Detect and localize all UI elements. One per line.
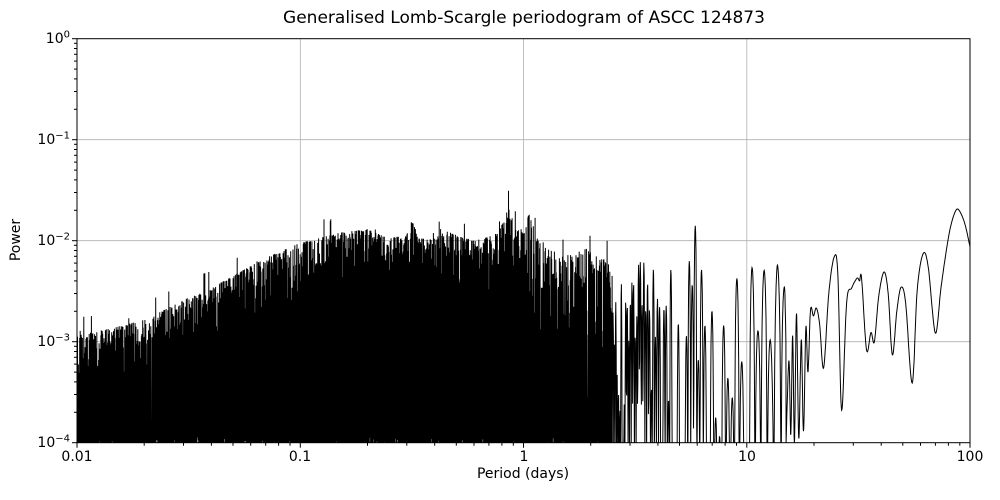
x-tick-label: 0.01: [61, 449, 93, 465]
x-axis-label: Period (days): [476, 466, 570, 482]
x-tick-label: 0.1: [288, 449, 312, 465]
x-tick-label: 10: [738, 449, 756, 465]
data-series: [77, 190, 970, 443]
x-tick-label: 100: [956, 449, 984, 465]
x-tick-label: 1: [519, 449, 529, 465]
y-tick-label: 10−2: [37, 231, 70, 249]
y-tick-label: 10−4: [37, 433, 70, 451]
y-tick-label: 10−3: [37, 332, 70, 350]
chart-title: Generalised Lomb-Scargle periodogram of …: [283, 8, 765, 28]
periodogram-curve: [77, 190, 970, 443]
tick-marks: [72, 38, 971, 448]
y-tick-label: 100: [45, 29, 70, 47]
y-tick-label: 10−1: [37, 130, 70, 148]
